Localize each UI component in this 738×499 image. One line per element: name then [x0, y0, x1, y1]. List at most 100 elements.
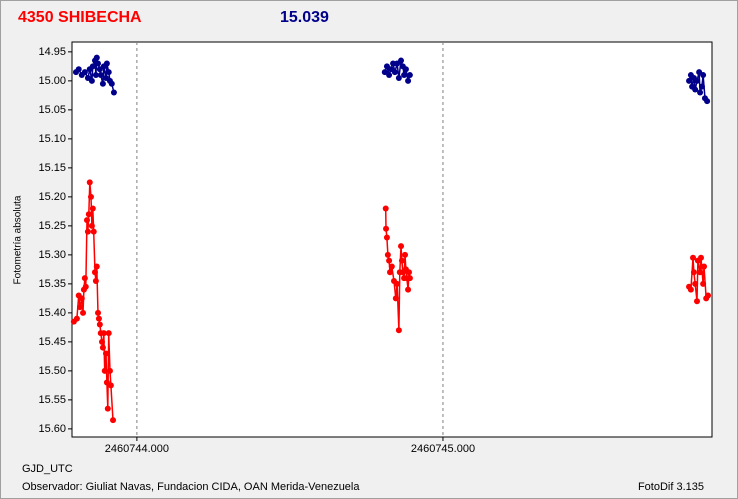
data-point — [73, 315, 80, 322]
y-tick-label: 15.05 — [38, 104, 66, 116]
y-tick-label: 15.40 — [38, 307, 66, 319]
data-point — [697, 254, 704, 261]
y-tick-label: 15.35 — [38, 278, 66, 290]
data-point — [84, 228, 91, 235]
data-point — [700, 72, 707, 79]
footer-right: FotoDif 3.135 — [638, 481, 704, 493]
chart-title: 4350 SHIBECHA — [18, 9, 142, 26]
y-axis-label: Fotometría absoluta — [13, 195, 24, 284]
data-point — [96, 321, 103, 328]
data-point — [87, 193, 94, 200]
data-point — [92, 72, 99, 79]
data-point — [98, 338, 105, 345]
data-point — [692, 280, 699, 287]
data-point — [686, 77, 693, 84]
data-point — [82, 283, 89, 290]
data-point — [78, 295, 85, 302]
data-point — [110, 417, 117, 424]
data-point — [405, 77, 412, 84]
x-tick-label: 2460745.000 — [411, 443, 475, 455]
data-point — [386, 72, 393, 79]
data-point — [104, 405, 111, 412]
data-point — [687, 286, 694, 293]
y-tick-label: 15.15 — [38, 162, 66, 174]
data-point — [105, 69, 112, 76]
data-point — [398, 57, 405, 64]
data-point — [394, 280, 401, 287]
data-point — [388, 263, 395, 270]
data-point — [93, 263, 100, 270]
data-point — [381, 69, 388, 76]
data-point — [95, 309, 102, 316]
y-tick-label: 15.60 — [38, 423, 66, 435]
data-point — [99, 80, 106, 87]
data-point — [83, 217, 90, 224]
y-tick-label: 15.30 — [38, 249, 66, 261]
data-point — [697, 269, 704, 276]
data-point — [102, 350, 109, 357]
data-point — [383, 225, 390, 232]
y-tick-label: 15.45 — [38, 336, 66, 348]
data-point — [81, 69, 88, 76]
data-point — [91, 269, 98, 276]
data-point — [383, 234, 390, 241]
plot-area — [71, 41, 713, 438]
data-point — [110, 89, 117, 96]
data-point — [93, 54, 100, 61]
data-point — [386, 257, 393, 264]
data-point — [76, 304, 83, 311]
data-point — [89, 205, 96, 212]
data-point — [382, 205, 389, 212]
data-point — [402, 66, 409, 73]
y-tick-label: 15.00 — [38, 75, 66, 87]
data-point — [81, 275, 88, 282]
data-point — [80, 309, 87, 316]
data-point — [406, 72, 413, 79]
x-axis-label: GJD_UTC — [22, 463, 73, 475]
data-point — [698, 83, 705, 90]
chart-subtitle: 15.039 — [280, 9, 329, 26]
y-tick-label: 14.95 — [38, 46, 66, 58]
y-tick-label: 15.20 — [38, 191, 66, 203]
data-point — [392, 295, 399, 302]
data-point — [705, 292, 712, 299]
data-point — [108, 80, 115, 87]
data-point — [95, 315, 102, 322]
data-point — [398, 257, 405, 264]
data-point — [89, 63, 96, 70]
data-point — [95, 60, 102, 67]
data-point — [692, 86, 699, 93]
data-point — [92, 277, 99, 284]
data-point — [395, 74, 402, 81]
data-point — [704, 98, 711, 105]
data-point — [88, 222, 95, 229]
data-point — [697, 89, 704, 96]
data-point — [101, 367, 108, 374]
data-point — [107, 382, 114, 389]
data-point — [690, 254, 697, 261]
data-point — [401, 72, 408, 79]
data-point — [690, 269, 697, 276]
data-point — [75, 66, 82, 73]
data-point — [391, 69, 398, 76]
data-point — [402, 251, 409, 258]
data-point — [701, 263, 708, 270]
data-point — [384, 251, 391, 258]
data-point — [99, 344, 106, 351]
data-point — [86, 179, 93, 186]
data-point — [398, 243, 405, 250]
data-point — [700, 280, 707, 287]
data-point — [694, 298, 701, 305]
x-tick-label: 2460744.000 — [105, 443, 169, 455]
data-point — [105, 330, 112, 337]
data-point — [387, 269, 394, 276]
data-point — [405, 286, 412, 293]
data-point — [395, 327, 402, 334]
y-tick-label: 15.55 — [38, 394, 66, 406]
y-tick-label: 15.10 — [38, 133, 66, 145]
data-point — [85, 211, 92, 218]
data-point — [406, 275, 413, 282]
footer-left: Observador: Giuliat Navas, Fundacion CID… — [22, 481, 360, 493]
data-point — [405, 269, 412, 276]
